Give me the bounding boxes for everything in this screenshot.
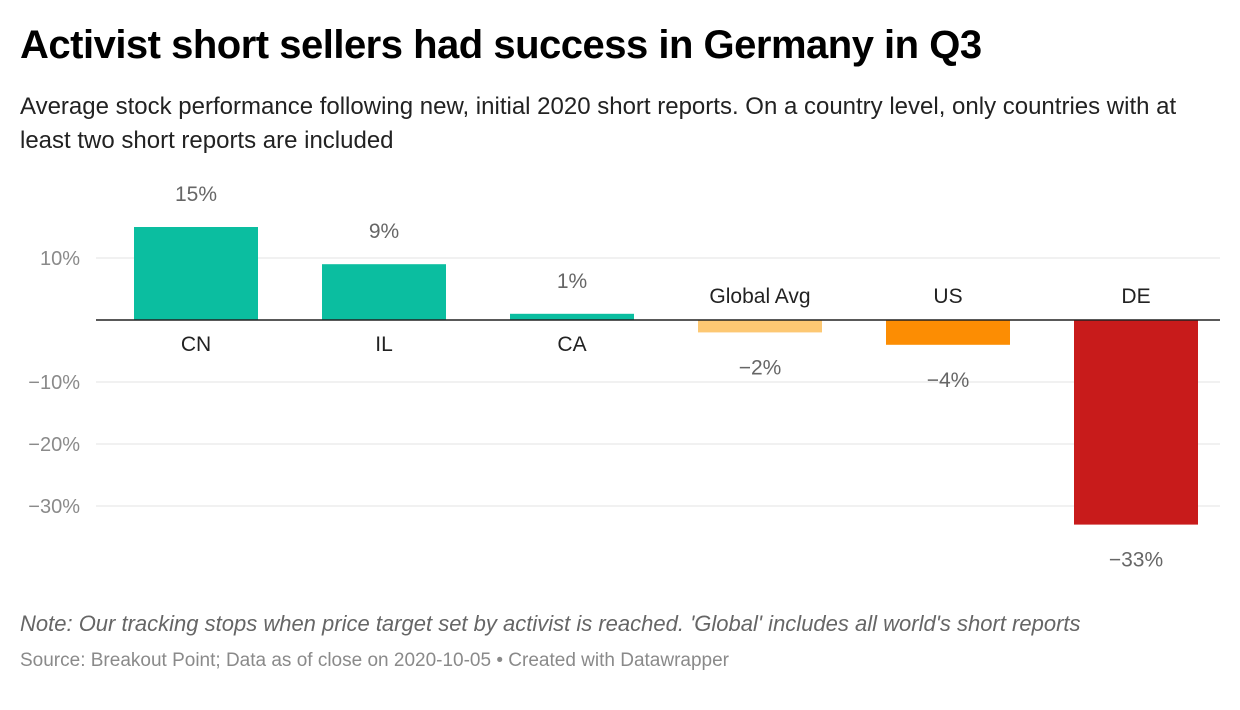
value-label: 1% xyxy=(557,270,587,293)
footer-separator: • xyxy=(491,650,509,671)
value-label: −2% xyxy=(739,356,782,379)
chart-note: Note: Our tracking stops when price targ… xyxy=(20,611,1081,636)
bar xyxy=(1074,320,1198,525)
category-label: Global Avg xyxy=(709,285,810,308)
category-label: US xyxy=(933,285,962,308)
chart-footer: Source: Breakout Point; Data as of close… xyxy=(20,648,729,674)
category-label: CN xyxy=(181,333,211,356)
labels: 10% −10% −20% −30% 15% CN 9% IL 1% CA Global Avg −2… xyxy=(28,183,1163,572)
value-label: −4% xyxy=(927,369,970,392)
source-text: Source: Breakout Point; Data as of close… xyxy=(20,650,492,671)
bar xyxy=(134,227,258,320)
y-tick-label: −20% xyxy=(28,434,80,456)
credit-text: Created with Datawrapper xyxy=(508,650,730,671)
bar xyxy=(510,313,634,320)
category-label: IL xyxy=(375,333,393,356)
category-label: DE xyxy=(1121,285,1150,308)
category-label: CA xyxy=(557,333,586,356)
bar-chart: 10% −10% −20% −30% 15% CN 9% IL 1% CA Global Avg −2… xyxy=(28,183,1220,572)
bar xyxy=(322,264,446,320)
chart-subtitle: Average stock performance following new,… xyxy=(20,93,1177,154)
chart-title: Activist short sellers had success in Ge… xyxy=(20,23,982,67)
y-tick-label: −30% xyxy=(28,496,80,518)
value-label: 9% xyxy=(369,220,399,243)
y-tick-label: −10% xyxy=(28,372,80,394)
y-tick-label: 10% xyxy=(40,248,80,270)
bar xyxy=(698,320,822,333)
value-label: −33% xyxy=(1109,549,1163,572)
gridlines xyxy=(96,257,1220,507)
bars xyxy=(134,227,1198,525)
value-label: 15% xyxy=(175,183,217,206)
bar xyxy=(886,320,1010,345)
